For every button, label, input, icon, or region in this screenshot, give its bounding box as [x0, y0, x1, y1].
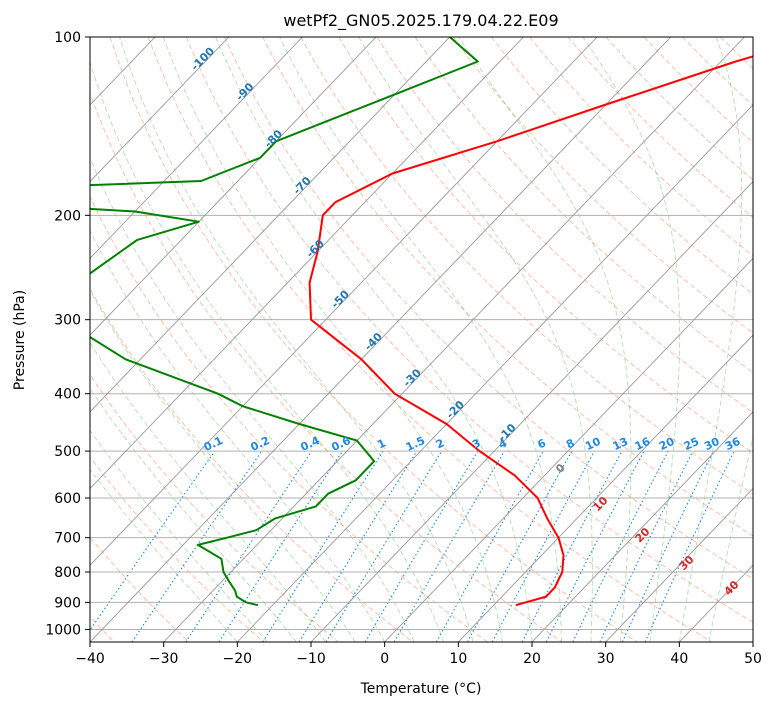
- moist-adiabat-line: [215, 37, 533, 642]
- y-tick-label: 100: [54, 30, 81, 46]
- mixing-ratio-line: [325, 450, 443, 642]
- moist-adiabat-line: [708, 434, 753, 642]
- dry-adiabat-line: [147, 37, 712, 642]
- skewed-isotherm: [605, 487, 753, 642]
- mixing-ratio-line: [435, 450, 544, 642]
- moist-adiabat-line: [90, 341, 327, 642]
- y-tick-label: 500: [54, 444, 81, 460]
- x-tick-label: −30: [149, 651, 179, 667]
- mixing-ratio-line: [218, 450, 343, 642]
- skewed-isotherm: [90, 37, 377, 336]
- skewed-isotherm: [90, 37, 230, 183]
- mixing-ratio-line: [572, 450, 669, 642]
- y-axis-label: Pressure (hPa): [12, 290, 28, 390]
- x-tick-label: −10: [296, 651, 326, 667]
- x-tick-label: 30: [597, 651, 615, 667]
- mixing-ratio-label: 25: [682, 435, 701, 453]
- y-axis-ticks: 100 200 300 400 500 600 700 800 900 1000: [45, 30, 90, 638]
- dry-adiabat-line: [338, 37, 753, 454]
- dry-adiabat-line: [300, 37, 753, 495]
- moist-adiabat-line: [90, 468, 238, 642]
- temperature-profile: [308, 55, 753, 607]
- moist-adiabat-line: [279, 37, 562, 642]
- skewed-isotherm: [384, 257, 753, 642]
- y-tick-label: 900: [54, 595, 81, 611]
- moist-adiabat-line: [90, 60, 445, 642]
- mixing-ratio-line: [185, 450, 313, 642]
- dry-adiabat-line: [109, 37, 638, 642]
- skewed-isotherm: [90, 37, 451, 413]
- moist-adiabat-line: [358, 37, 593, 642]
- mixing-ratio-label: 36: [723, 435, 743, 453]
- y-tick-label: 400: [54, 387, 81, 403]
- mixing-ratio-line: [131, 450, 263, 642]
- y-tick-label: 700: [54, 531, 81, 547]
- skewed-isotherm: [310, 180, 753, 642]
- y-tick-label: 600: [54, 491, 81, 507]
- skewed-isotherm: [90, 37, 303, 259]
- dewpoint-profile: [90, 37, 479, 607]
- moist-adiabat-line: [119, 37, 474, 642]
- mixing-ratio-label: 10: [583, 435, 603, 453]
- dry-adiabat-line: [224, 37, 753, 580]
- skewed-isotherm: [90, 37, 598, 566]
- skewed-isotherm: [458, 334, 753, 642]
- y-tick-label: 200: [54, 208, 81, 224]
- skewed-isotherm: [90, 37, 524, 490]
- mixing-ratio-line: [90, 450, 216, 632]
- dry-adiabat-line: [491, 37, 753, 295]
- dry-adiabat-line: [90, 91, 563, 642]
- moist-adiabat-line: [90, 429, 268, 642]
- skewed-isotherms: [90, 37, 753, 642]
- moist-adiabat-line: [458, 37, 632, 642]
- moist-adiabat-line: [162, 37, 503, 642]
- x-tick-label: 0: [380, 651, 389, 667]
- mixing-ratio-label: 16: [633, 435, 653, 453]
- x-tick-label: 20: [523, 651, 541, 667]
- moist-adiabat-line: [90, 229, 386, 642]
- mixing-ratio-line: [298, 450, 418, 642]
- x-axis-ticks: −40 −30 −20 −10 0 10 20 30 40 50: [75, 642, 762, 667]
- chart-title: wetPf2_GN05.2025.179.04.22.E09: [283, 11, 558, 31]
- dry-adiabat-line: [414, 37, 753, 373]
- pressure-grid: [90, 37, 753, 630]
- plot-area: -100-90-80-70-60-50-40-30-20-10 0.1 0.2 0.…: [90, 37, 753, 642]
- plot-frame: [89, 36, 754, 643]
- mixing-ratio-line: [262, 450, 384, 642]
- moist-adiabat-line: [90, 387, 297, 642]
- dry-adiabat-line: [376, 37, 753, 413]
- dry-adiabat-line: [453, 37, 753, 334]
- moist-adiabat-line: [678, 37, 743, 642]
- moist-adiabat-line: [90, 289, 356, 642]
- x-tick-label: 10: [449, 651, 467, 667]
- x-tick-label: 50: [744, 651, 762, 667]
- moist-adiabats: [90, 37, 753, 642]
- dry-adiabat-line: [185, 37, 753, 623]
- x-tick-label: 40: [670, 651, 688, 667]
- dry-adiabat-line: [90, 456, 264, 642]
- x-tick-label: −20: [223, 651, 253, 667]
- data-series: [90, 37, 753, 607]
- moist-adiabat-line: [582, 37, 681, 642]
- y-tick-label: 300: [54, 313, 81, 329]
- dry-adiabat-line: [90, 536, 190, 642]
- skewed-isotherm: [237, 104, 753, 642]
- mixing-ratio-label: 30: [702, 435, 722, 453]
- mixing-ratio-line: [467, 450, 573, 642]
- x-axis-label: Temperature (°C): [360, 681, 482, 697]
- skewed-isotherm: [163, 37, 745, 642]
- mixing-ratio-line: [545, 450, 645, 642]
- mixing-ratio-label: 20: [657, 435, 677, 453]
- y-tick-label: 1000: [45, 622, 81, 638]
- x-tick-label: −40: [75, 651, 105, 667]
- dry-adiabat-line: [90, 195, 488, 642]
- skewed-isotherm: [531, 411, 753, 642]
- skewed-isotherm: [90, 37, 672, 642]
- dry-adiabat-line: [90, 287, 414, 642]
- mixing-ratio-label: 13: [611, 435, 630, 453]
- y-tick-label: 800: [54, 565, 81, 581]
